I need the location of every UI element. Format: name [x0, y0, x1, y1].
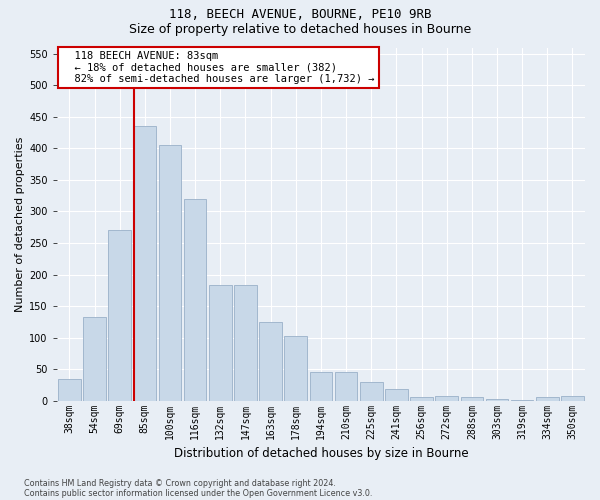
Bar — [436, 396, 458, 400]
X-axis label: Distribution of detached houses by size in Bourne: Distribution of detached houses by size … — [173, 447, 468, 460]
Bar — [461, 398, 483, 400]
Bar — [284, 336, 307, 400]
Bar — [385, 390, 407, 400]
Text: 118 BEECH AVENUE: 83sqm
  ← 18% of detached houses are smaller (382)
  82% of se: 118 BEECH AVENUE: 83sqm ← 18% of detache… — [62, 51, 374, 84]
Bar — [259, 322, 282, 400]
Bar — [536, 398, 559, 400]
Bar — [335, 372, 358, 400]
Bar — [410, 397, 433, 400]
Bar — [310, 372, 332, 400]
Bar — [360, 382, 383, 400]
Text: Contains public sector information licensed under the Open Government Licence v3: Contains public sector information licen… — [24, 488, 373, 498]
Bar — [83, 317, 106, 400]
Text: Contains HM Land Registry data © Crown copyright and database right 2024.: Contains HM Land Registry data © Crown c… — [24, 478, 336, 488]
Bar — [561, 396, 584, 400]
Bar — [109, 230, 131, 400]
Y-axis label: Number of detached properties: Number of detached properties — [15, 136, 25, 312]
Text: Size of property relative to detached houses in Bourne: Size of property relative to detached ho… — [129, 22, 471, 36]
Bar — [158, 145, 181, 401]
Text: 118, BEECH AVENUE, BOURNE, PE10 9RB: 118, BEECH AVENUE, BOURNE, PE10 9RB — [169, 8, 431, 20]
Bar — [234, 284, 257, 401]
Bar — [58, 378, 81, 400]
Bar — [209, 284, 232, 401]
Bar — [485, 398, 508, 400]
Bar — [184, 199, 206, 400]
Bar — [134, 126, 156, 400]
